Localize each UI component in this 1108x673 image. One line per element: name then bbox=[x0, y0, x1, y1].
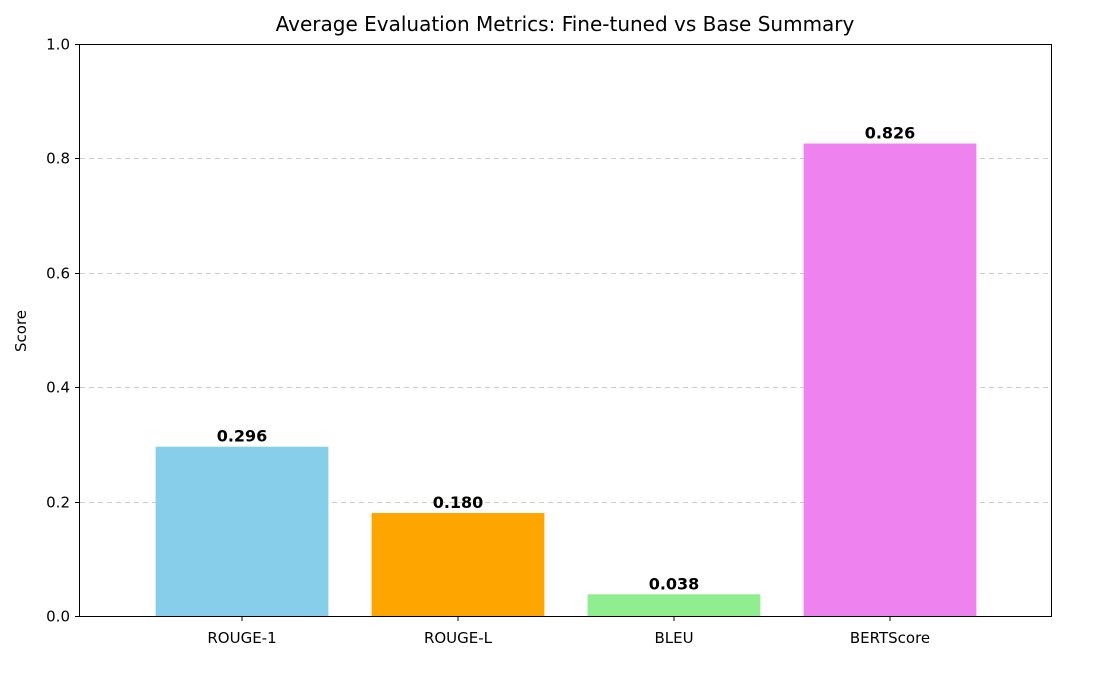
y-axis-label: Score bbox=[12, 310, 30, 352]
bar-value-label: 0.038 bbox=[649, 574, 700, 593]
x-tick-label: BERTScore bbox=[850, 629, 930, 647]
x-tick-label: ROUGE-L bbox=[424, 629, 493, 647]
y-tick-label: 0.0 bbox=[46, 608, 70, 626]
bar-value-label: 0.296 bbox=[217, 427, 268, 446]
value-labels: 0.296 0.180 0.038 0.826 bbox=[217, 124, 916, 594]
bar bbox=[155, 446, 329, 616]
y-tick-label: 0.6 bbox=[46, 265, 70, 283]
y-tick-label: 0.4 bbox=[46, 379, 70, 397]
bar bbox=[803, 143, 977, 616]
x-tick-label: ROUGE-1 bbox=[207, 629, 276, 647]
bar bbox=[587, 594, 761, 616]
y-tick-label: 1.0 bbox=[46, 36, 70, 54]
bar-value-label: 0.826 bbox=[865, 124, 916, 143]
bar bbox=[371, 513, 545, 616]
bar-value-label: 0.180 bbox=[433, 493, 484, 512]
y-tick-label: 0.2 bbox=[46, 494, 70, 512]
x-tick-label: BLEU bbox=[654, 629, 693, 647]
plot-frame bbox=[79, 44, 1052, 617]
x-axis-ticks: ROUGE-1 ROUGE-L BLEU BERTScore bbox=[207, 616, 930, 647]
chart-title: Average Evaluation Metrics: Fine-tuned v… bbox=[276, 12, 855, 36]
bars bbox=[155, 143, 977, 616]
y-tick-label: 0.8 bbox=[46, 150, 70, 168]
y-axis-ticks: 0.0 0.2 0.4 0.6 0.8 1.0 bbox=[46, 36, 80, 626]
